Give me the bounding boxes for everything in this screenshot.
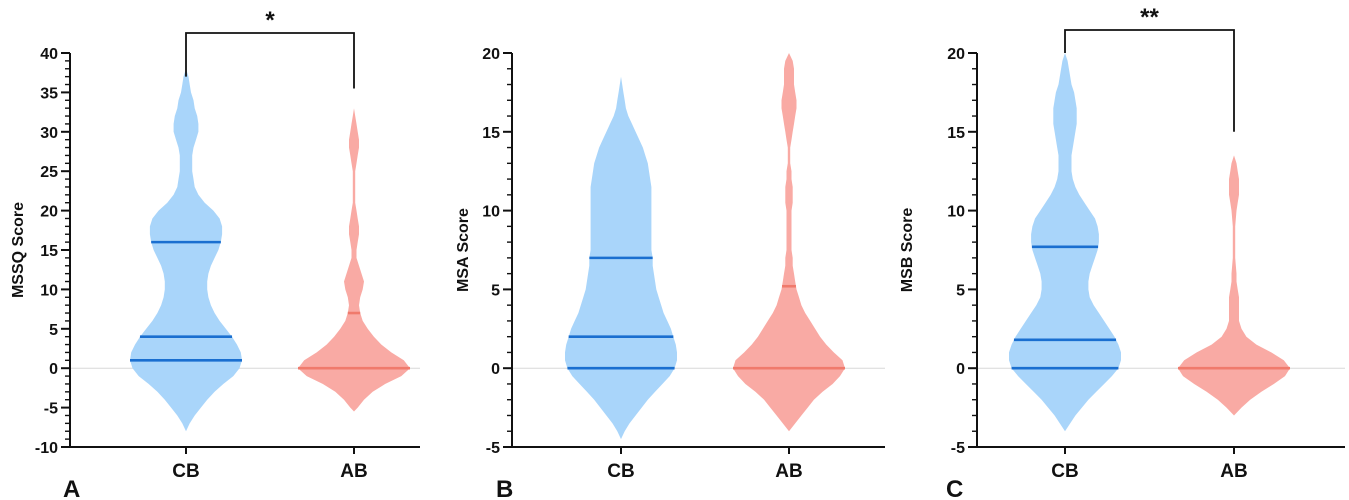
violin-cb [1009,53,1121,432]
y-tick-label: -10 [35,440,58,457]
y-tick-label: 20 [482,46,500,63]
significance-label: ** [1140,4,1159,31]
y-axis-title: MSSQ Score [10,202,27,298]
significance-label: * [265,7,275,34]
x-category-label-cb: CB [172,461,199,482]
y-tick-label: 20 [947,46,965,63]
panel-c: -5 0 5 10 15 20 CB AB MSB Score C ** [899,4,1345,500]
x-category-label-ab: AB [1220,461,1247,482]
y-axis-title: MSB Score [899,208,916,293]
x-category-label-cb: CB [1051,461,1078,482]
y-tick-label: 0 [956,361,965,378]
y-tick-label: 20 [40,204,58,221]
y-tick-label: 15 [947,125,965,142]
y-tick-label: 5 [956,282,965,299]
panel-letter: C [946,476,963,500]
significance-bracket [1064,29,1235,132]
significance-bracket [185,32,355,89]
x-category-label-ab: AB [775,461,802,482]
violin-ab [1178,155,1290,416]
y-tick-label: 10 [40,282,58,299]
panel-b: -5 0 5 10 15 20 CB AB MSA Score B [455,46,885,500]
violin-cb [130,68,242,432]
y-tick-label: 5 [49,322,58,339]
y-tick-label: -5 [44,401,58,418]
y-tick-label: 5 [491,282,500,299]
panel-letter: A [63,476,80,500]
y-tick-label: -5 [951,440,965,457]
y-tick-label: 0 [49,361,58,378]
y-tick-label: 10 [482,204,500,221]
y-tick-label: 35 [40,85,58,102]
y-tick-label: 30 [40,125,58,142]
panel-letter: B [496,476,513,500]
panel-a: -10 -5 0 5 10 15 20 25 30 35 40 CB AB MSSQ Score A * [10,7,420,500]
y-tick-label: 10 [947,204,965,221]
x-category-label-ab: AB [340,461,367,482]
x-category-label-cb: CB [607,461,634,482]
y-tick-label: 25 [40,164,58,181]
y-tick-label: 0 [491,361,500,378]
y-tick-label: 15 [40,243,58,260]
violin-ab [298,108,410,412]
y-tick-label: 40 [40,46,58,63]
y-tick-label: -5 [486,440,500,457]
y-axis-title: MSA Score [455,208,472,292]
violin-ab [733,53,845,432]
y-tick-label: 15 [482,125,500,142]
